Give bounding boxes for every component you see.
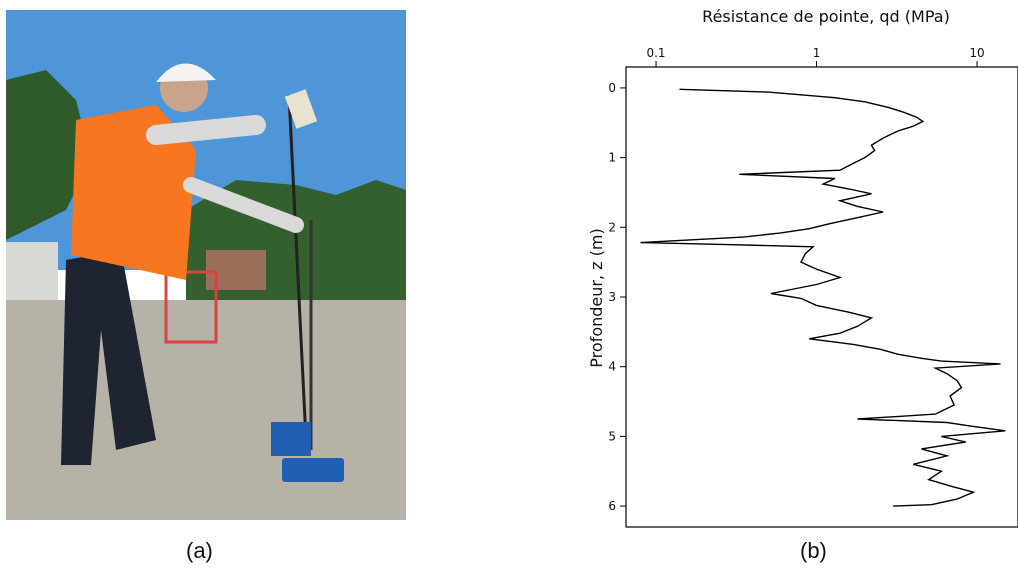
y-tick-label: 5	[608, 429, 616, 443]
x-axis-title: Résistance de pointe, qd (MPa)	[702, 7, 950, 26]
caption-a: (a)	[186, 538, 213, 563]
y-tick-label: 3	[608, 290, 616, 304]
worker-arm	[146, 115, 266, 145]
penetrometer-photo	[6, 10, 406, 520]
worker-arm-lower	[183, 177, 304, 233]
y-axis-title: Profondeur, z (m)	[587, 228, 606, 367]
x-tick-label: 10	[969, 46, 984, 60]
hammer-head	[284, 89, 318, 129]
trees	[6, 70, 91, 240]
y-tick-label: 2	[608, 220, 616, 234]
acquisition-box	[271, 422, 311, 456]
plot-frame	[625, 66, 1018, 528]
y-tick-label: 0	[608, 81, 616, 95]
penetrometer-rod	[287, 94, 308, 441]
safety-helmet	[156, 63, 216, 82]
safety-vest	[71, 105, 196, 280]
x-tick-label: 0.1	[646, 46, 665, 60]
worker-legs	[61, 250, 156, 465]
caption-b: (b)	[800, 538, 827, 563]
x-tick-label: 1	[813, 46, 821, 60]
fence	[164, 270, 218, 344]
y-tick-label: 6	[608, 499, 616, 513]
qd-profile-line	[640, 88, 1006, 507]
y-tick-label: 4	[608, 360, 616, 374]
y-tick-label: 1	[608, 151, 616, 165]
handheld-terminal	[282, 458, 344, 482]
